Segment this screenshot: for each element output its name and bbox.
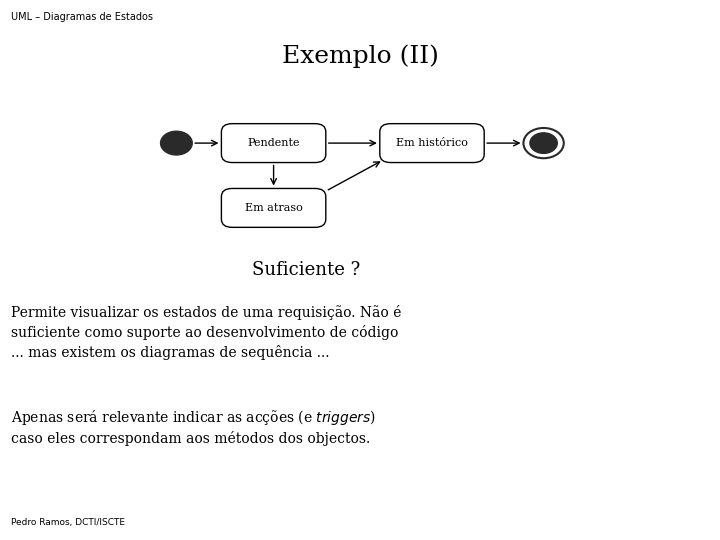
FancyBboxPatch shape — [222, 124, 325, 163]
FancyBboxPatch shape — [380, 124, 484, 163]
Text: Pendente: Pendente — [248, 138, 300, 148]
Text: Exemplo (II): Exemplo (II) — [282, 45, 438, 69]
FancyBboxPatch shape — [222, 188, 325, 227]
Text: Em histórico: Em histórico — [396, 138, 468, 148]
Text: UML – Diagramas de Estados: UML – Diagramas de Estados — [11, 12, 153, 22]
Circle shape — [161, 131, 192, 155]
Text: Suficiente ?: Suficiente ? — [252, 261, 360, 279]
Text: Permite visualizar os estados de uma requisição. Não é
suficiente como suporte a: Permite visualizar os estados de uma req… — [11, 305, 401, 360]
Text: Em atraso: Em atraso — [245, 203, 302, 213]
Text: Pedro Ramos, DCTI/ISCTE: Pedro Ramos, DCTI/ISCTE — [11, 517, 125, 526]
Text: Apenas será relevante indicar as acções (e $\it{triggers}$)
caso eles correspond: Apenas será relevante indicar as acções … — [11, 408, 376, 447]
Circle shape — [523, 128, 564, 158]
Circle shape — [530, 133, 557, 153]
